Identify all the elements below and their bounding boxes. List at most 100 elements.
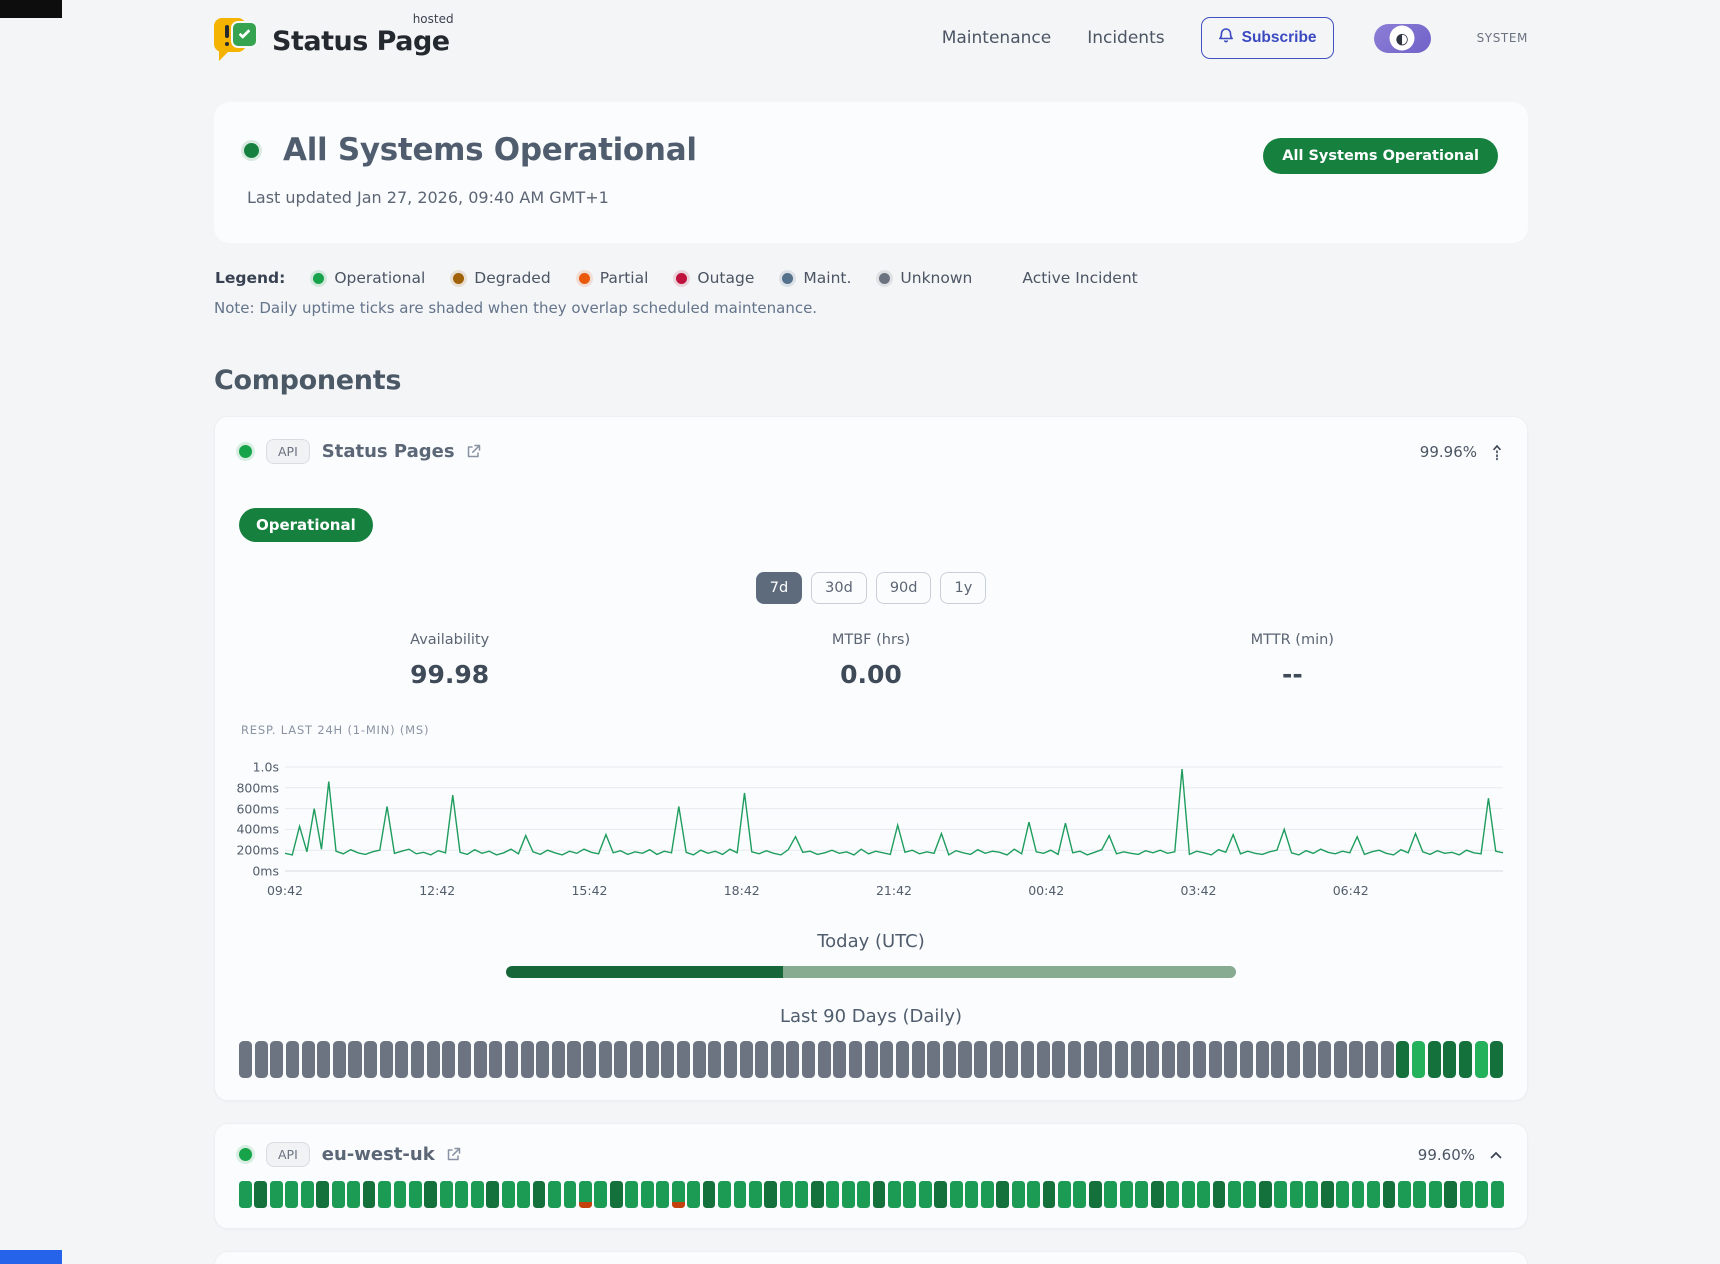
uptime-tick-ok[interactable]: [1181, 1181, 1195, 1208]
uptime-tick-nodata[interactable]: [1271, 1041, 1285, 1078]
uptime-tick-ok[interactable]: [269, 1181, 283, 1208]
uptime-tick-nodata[interactable]: [457, 1041, 472, 1078]
uptime-tick-nodata[interactable]: [1099, 1041, 1113, 1078]
uptime-tick-nodata[interactable]: [551, 1041, 565, 1078]
uptime-tick-ok[interactable]: [455, 1181, 469, 1208]
external-link-icon[interactable]: [465, 443, 482, 460]
uptime-tick-nodata[interactable]: [1005, 1041, 1019, 1078]
range-button-1y[interactable]: 1y: [940, 572, 987, 604]
uptime-tick-ok[interactable]: [1212, 1181, 1226, 1208]
uptime-tick-ok[interactable]: [702, 1181, 716, 1208]
uptime-tick-ok[interactable]: [625, 1181, 639, 1208]
uptime-tick-ok[interactable]: [1289, 1181, 1303, 1208]
uptime-tick-ok[interactable]: [656, 1181, 670, 1208]
uptime-tick-nodata[interactable]: [817, 1041, 831, 1078]
uptime-tick-nodata[interactable]: [239, 1041, 253, 1078]
uptime-tick-ok[interactable]: [594, 1181, 608, 1208]
uptime-tick-ok[interactable]: [1336, 1181, 1350, 1208]
uptime-tick-ok[interactable]: [331, 1181, 345, 1208]
uptime-tick-ok[interactable]: [1428, 1181, 1442, 1208]
uptime-tick-nodata[interactable]: [442, 1041, 456, 1078]
uptime-tick-nodata[interactable]: [786, 1041, 800, 1078]
uptime-tick-ok[interactable]: [1427, 1041, 1441, 1078]
uptime-tick-ok[interactable]: [1351, 1181, 1365, 1208]
uptime-tick-ok[interactable]: [857, 1181, 870, 1208]
uptime-tick-ok[interactable]: [1011, 1181, 1025, 1208]
uptime-tick-ok[interactable]: [1458, 1041, 1473, 1078]
uptime-tick-nodata[interactable]: [567, 1041, 581, 1078]
uptime-tick-ok[interactable]: [1490, 1181, 1504, 1208]
uptime-tick-partial[interactable]: [671, 1181, 685, 1208]
uptime-tick-nodata[interactable]: [1302, 1041, 1316, 1078]
uptime-tick-ok[interactable]: [239, 1181, 252, 1208]
uptime-tick-nodata[interactable]: [285, 1041, 299, 1078]
uptime-tick-nodata[interactable]: [473, 1041, 487, 1078]
uptime-tick-ok[interactable]: [439, 1181, 453, 1208]
uptime-tick-ok[interactable]: [1474, 1041, 1488, 1078]
uptime-tick-nodata[interactable]: [802, 1041, 816, 1078]
uptime-tick-ok[interactable]: [888, 1181, 901, 1208]
uptime-tick-nodata[interactable]: [270, 1041, 284, 1078]
uptime-tick-nodata[interactable]: [520, 1041, 534, 1078]
uptime-tick-nodata[interactable]: [1161, 1041, 1175, 1078]
range-button-7d[interactable]: 7d: [755, 572, 803, 604]
theme-toggle[interactable]: ◐: [1373, 23, 1431, 53]
uptime-tick-ok[interactable]: [841, 1181, 855, 1208]
uptime-tick-nodata[interactable]: [1286, 1041, 1300, 1078]
uptime-tick-ok[interactable]: [795, 1181, 809, 1208]
uptime-tick-nodata[interactable]: [1333, 1041, 1347, 1078]
uptime-tick-nodata[interactable]: [864, 1041, 878, 1078]
uptime-tick-ok[interactable]: [918, 1181, 932, 1208]
uptime-tick-ok[interactable]: [748, 1181, 762, 1208]
uptime-tick-ok[interactable]: [532, 1181, 546, 1208]
uptime-tick-ok[interactable]: [408, 1181, 422, 1208]
uptime-tick-ok[interactable]: [1444, 1181, 1458, 1208]
uptime-tick-nodata[interactable]: [974, 1041, 988, 1078]
uptime-tick-nodata[interactable]: [411, 1041, 425, 1078]
uptime-tick-ok[interactable]: [903, 1181, 917, 1208]
uptime-tick-nodata[interactable]: [1240, 1041, 1254, 1078]
uptime-tick-ok[interactable]: [872, 1181, 886, 1208]
uptime-tick-ok[interactable]: [1367, 1181, 1380, 1208]
subscribe-button[interactable]: Subscribe: [1200, 17, 1334, 59]
uptime-tick-nodata[interactable]: [1365, 1041, 1379, 1078]
uptime-tick-nodata[interactable]: [833, 1041, 847, 1078]
uptime-tick-ok[interactable]: [470, 1181, 484, 1208]
uptime-tick-nodata[interactable]: [645, 1041, 659, 1078]
uptime-tick-ok[interactable]: [1459, 1181, 1473, 1208]
uptime-tick-nodata[interactable]: [254, 1041, 268, 1078]
uptime-tick-ok[interactable]: [949, 1181, 963, 1208]
uptime-tick-ok[interactable]: [1274, 1181, 1288, 1208]
uptime-tick-nodata[interactable]: [1083, 1041, 1097, 1078]
uptime-tick-nodata[interactable]: [1146, 1041, 1160, 1078]
uptime-tick-nodata[interactable]: [989, 1041, 1003, 1078]
uptime-tick-ok[interactable]: [1305, 1181, 1319, 1208]
uptime-tick-ok[interactable]: [718, 1181, 731, 1208]
uptime-tick-ok[interactable]: [826, 1181, 840, 1208]
uptime-tick-ok[interactable]: [1258, 1181, 1272, 1208]
uptime-tick-ok[interactable]: [1042, 1181, 1056, 1208]
uptime-tick-ok[interactable]: [1243, 1181, 1257, 1208]
uptime-tick-nodata[interactable]: [332, 1041, 346, 1078]
uptime-tick-nodata[interactable]: [1067, 1041, 1081, 1078]
collapse-arrow-icon[interactable]: [1491, 443, 1503, 461]
uptime-tick-ok[interactable]: [1058, 1181, 1071, 1208]
uptime-tick-ok[interactable]: [764, 1181, 778, 1208]
uptime-tick-ok[interactable]: [1135, 1181, 1149, 1208]
uptime-tick-ok[interactable]: [1413, 1181, 1427, 1208]
uptime-tick-ok[interactable]: [1104, 1181, 1118, 1208]
uptime-tick-nodata[interactable]: [301, 1041, 315, 1078]
uptime-tick-ok[interactable]: [424, 1181, 438, 1208]
uptime-tick-nodata[interactable]: [1052, 1041, 1066, 1078]
uptime-tick-ok[interactable]: [254, 1181, 268, 1208]
uptime-tick-nodata[interactable]: [348, 1041, 362, 1078]
uptime-tick-ok[interactable]: [1197, 1181, 1210, 1208]
uptime-tick-nodata[interactable]: [942, 1041, 956, 1078]
uptime-tick-ok[interactable]: [347, 1181, 361, 1208]
uptime-tick-ok[interactable]: [300, 1181, 314, 1208]
uptime-tick-ok[interactable]: [1073, 1181, 1087, 1208]
uptime-tick-ok[interactable]: [1320, 1181, 1334, 1208]
uptime-tick-ok[interactable]: [362, 1181, 376, 1208]
uptime-tick-nodata[interactable]: [661, 1041, 675, 1078]
uptime-tick-nodata[interactable]: [895, 1041, 909, 1078]
